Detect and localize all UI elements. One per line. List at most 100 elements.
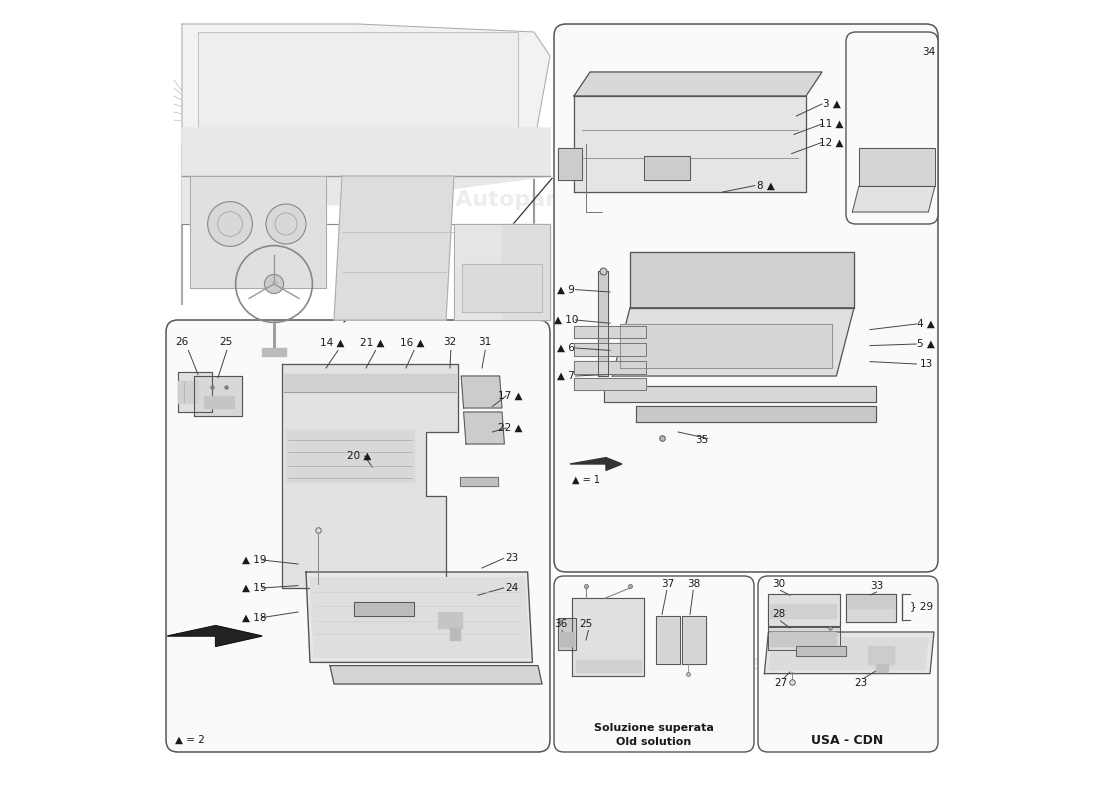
FancyBboxPatch shape [846, 32, 938, 224]
Polygon shape [846, 594, 895, 622]
Polygon shape [574, 72, 822, 96]
Polygon shape [306, 572, 532, 662]
Polygon shape [770, 632, 836, 646]
Polygon shape [454, 224, 550, 320]
Text: 23: 23 [854, 678, 867, 688]
FancyBboxPatch shape [166, 320, 550, 752]
Text: 35: 35 [695, 435, 708, 445]
Polygon shape [461, 477, 498, 486]
Text: 34: 34 [922, 47, 935, 57]
Text: ▲ 6: ▲ 6 [557, 343, 575, 353]
Text: USA - CDN: USA - CDN [812, 734, 883, 746]
Polygon shape [575, 660, 641, 672]
Text: } 29: } 29 [911, 601, 934, 610]
Text: ▲ = 2: ▲ = 2 [175, 735, 205, 745]
Polygon shape [868, 646, 894, 664]
Polygon shape [877, 664, 888, 672]
Text: ▲ 9: ▲ 9 [557, 285, 575, 294]
Text: 32: 32 [443, 338, 456, 347]
Polygon shape [462, 264, 542, 312]
Text: ▲ 10: ▲ 10 [553, 315, 579, 325]
Polygon shape [558, 148, 582, 180]
Polygon shape [604, 386, 877, 402]
Text: 3 ▲: 3 ▲ [823, 99, 840, 109]
Text: 25: 25 [219, 338, 232, 347]
Text: 36: 36 [553, 619, 566, 629]
Text: 12 ▲: 12 ▲ [820, 138, 844, 147]
Text: 25: 25 [580, 619, 593, 629]
Text: 33: 33 [870, 581, 883, 590]
Polygon shape [644, 156, 690, 180]
FancyBboxPatch shape [758, 576, 938, 752]
Text: 11 ▲: 11 ▲ [820, 119, 844, 129]
Polygon shape [190, 176, 326, 288]
Polygon shape [574, 96, 806, 192]
Polygon shape [262, 348, 286, 356]
Text: 27: 27 [773, 678, 786, 688]
Text: 31: 31 [477, 338, 491, 347]
Polygon shape [859, 148, 935, 186]
Text: 5 ▲: 5 ▲ [917, 339, 935, 349]
Text: Old solution: Old solution [616, 738, 692, 747]
Polygon shape [770, 604, 836, 618]
Text: 14 ▲: 14 ▲ [320, 338, 344, 347]
Polygon shape [769, 638, 928, 670]
Polygon shape [768, 627, 839, 650]
Text: eAutoparts: eAutoparts [624, 294, 764, 314]
Polygon shape [178, 372, 212, 412]
Text: 23: 23 [505, 554, 518, 563]
Polygon shape [852, 186, 935, 212]
Polygon shape [450, 628, 461, 640]
Text: M: M [271, 281, 277, 287]
Text: ▲ 19: ▲ 19 [242, 555, 266, 565]
Text: ▲ 15: ▲ 15 [242, 583, 266, 593]
Text: 8 ▲: 8 ▲ [757, 181, 774, 190]
Text: 24: 24 [505, 583, 518, 593]
Polygon shape [286, 430, 414, 482]
Polygon shape [182, 24, 550, 144]
Text: ▲ = 1: ▲ = 1 [572, 475, 600, 485]
Text: 22 ▲: 22 ▲ [497, 423, 522, 433]
Text: 26: 26 [175, 338, 188, 347]
Text: eAutoparts: eAutoparts [440, 190, 580, 210]
Text: 37: 37 [661, 579, 674, 589]
Polygon shape [178, 381, 198, 403]
Text: ▲ 18: ▲ 18 [242, 613, 266, 622]
Polygon shape [558, 618, 575, 650]
Polygon shape [764, 632, 934, 674]
FancyBboxPatch shape [554, 24, 938, 572]
Text: 28: 28 [772, 610, 785, 619]
Circle shape [264, 274, 284, 294]
Polygon shape [438, 612, 462, 628]
Polygon shape [182, 128, 550, 224]
Polygon shape [167, 626, 262, 646]
Polygon shape [574, 378, 646, 390]
Polygon shape [637, 406, 877, 422]
Text: 21 ▲: 21 ▲ [360, 338, 385, 347]
Text: 17 ▲: 17 ▲ [497, 391, 522, 401]
Polygon shape [461, 376, 502, 408]
Polygon shape [656, 616, 680, 664]
Text: eAutoparts: eAutoparts [240, 190, 380, 210]
Polygon shape [572, 598, 645, 676]
Text: ▲ 7: ▲ 7 [557, 371, 575, 381]
Polygon shape [613, 308, 854, 376]
Text: 4 ▲: 4 ▲ [917, 319, 935, 329]
Polygon shape [334, 176, 454, 320]
Polygon shape [282, 364, 458, 588]
Polygon shape [848, 596, 894, 608]
Circle shape [266, 204, 306, 244]
Polygon shape [682, 616, 706, 664]
Text: 13: 13 [920, 359, 933, 369]
Text: 20 ▲: 20 ▲ [348, 451, 372, 461]
Polygon shape [598, 270, 607, 376]
Polygon shape [620, 324, 833, 368]
Text: Soluzione superata: Soluzione superata [594, 723, 714, 733]
Text: eAutoparts: eAutoparts [624, 654, 764, 674]
Polygon shape [796, 646, 846, 656]
Polygon shape [194, 376, 242, 416]
Polygon shape [570, 458, 622, 470]
Polygon shape [330, 666, 542, 684]
Circle shape [208, 202, 252, 246]
Polygon shape [560, 632, 574, 646]
